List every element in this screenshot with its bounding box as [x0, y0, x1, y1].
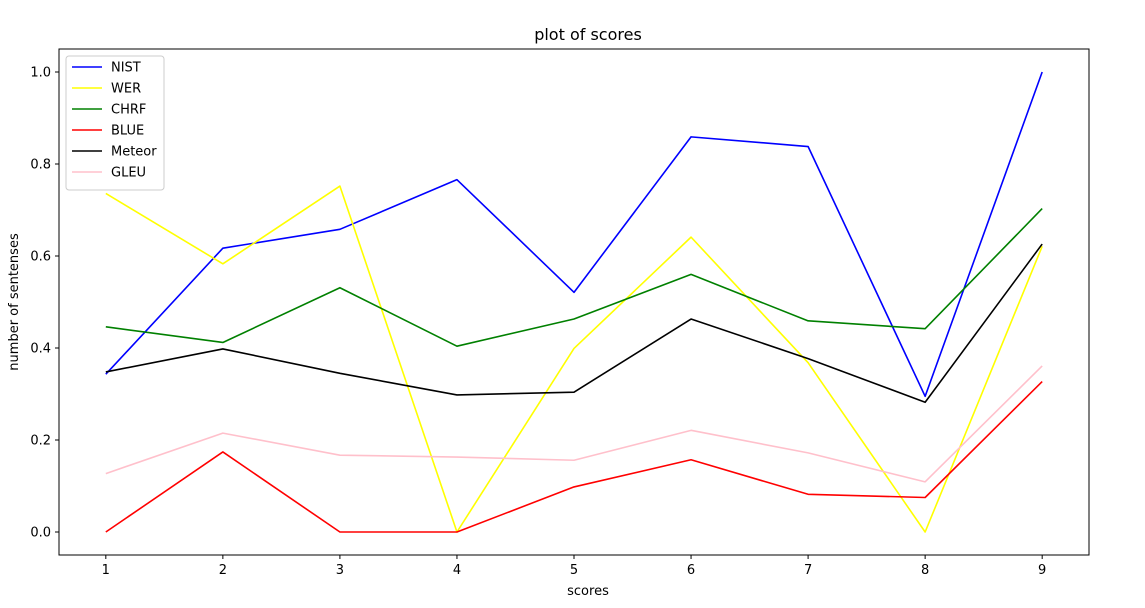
y-tick-label: 0.6: [30, 250, 51, 265]
x-tick-label: 5: [570, 563, 578, 578]
y-tick-label: 1.0: [30, 66, 51, 81]
x-tick-label: 1: [102, 563, 110, 578]
legend-label-nist: NIST: [111, 61, 141, 76]
x-tick-label: 9: [1038, 563, 1046, 578]
chart-title: plot of scores: [534, 25, 642, 44]
series-line-wer: [105, 185, 1043, 533]
y-tick-label: 0.8: [30, 158, 51, 173]
x-tick-label: 6: [687, 563, 695, 578]
y-axis-title: number of sentenses: [7, 233, 22, 371]
legend-label-wer: WER: [111, 82, 141, 97]
legend-label-chrf: CHRF: [111, 103, 146, 118]
plot-frame: [58, 48, 1090, 556]
series-line-blue: [105, 381, 1043, 533]
legend-box: [65, 55, 165, 191]
plot-area: [105, 71, 1043, 533]
y-tick-label: 0.4: [30, 342, 51, 357]
legend-label-meteor: Meteor: [111, 145, 157, 160]
series-line-chrf: [105, 208, 1043, 347]
series-line-nist: [105, 71, 1043, 398]
series-line-gleu: [105, 365, 1043, 483]
legend-label-gleu: GLEU: [111, 166, 146, 181]
x-tick-label: 2: [219, 563, 227, 578]
legend-label-blue: BLUE: [111, 124, 144, 139]
y-tick-label: 0.0: [30, 526, 51, 541]
x-tick-label: 3: [336, 563, 344, 578]
x-tick-label: 7: [804, 563, 812, 578]
x-axis-title: scores: [567, 584, 609, 599]
series-line-meteor: [105, 243, 1043, 404]
x-tick-label: 4: [453, 563, 461, 578]
y-tick-label: 0.2: [30, 434, 51, 449]
x-axis: 1 2 3 4 5 6 7 8 9: [102, 555, 1046, 578]
y-axis: 0.0 0.2 0.4 0.6 0.8 1.0: [30, 66, 59, 541]
x-tick-label: 8: [921, 563, 929, 578]
legend: NIST WER CHRF BLUE Meteor GLEU: [65, 55, 165, 191]
